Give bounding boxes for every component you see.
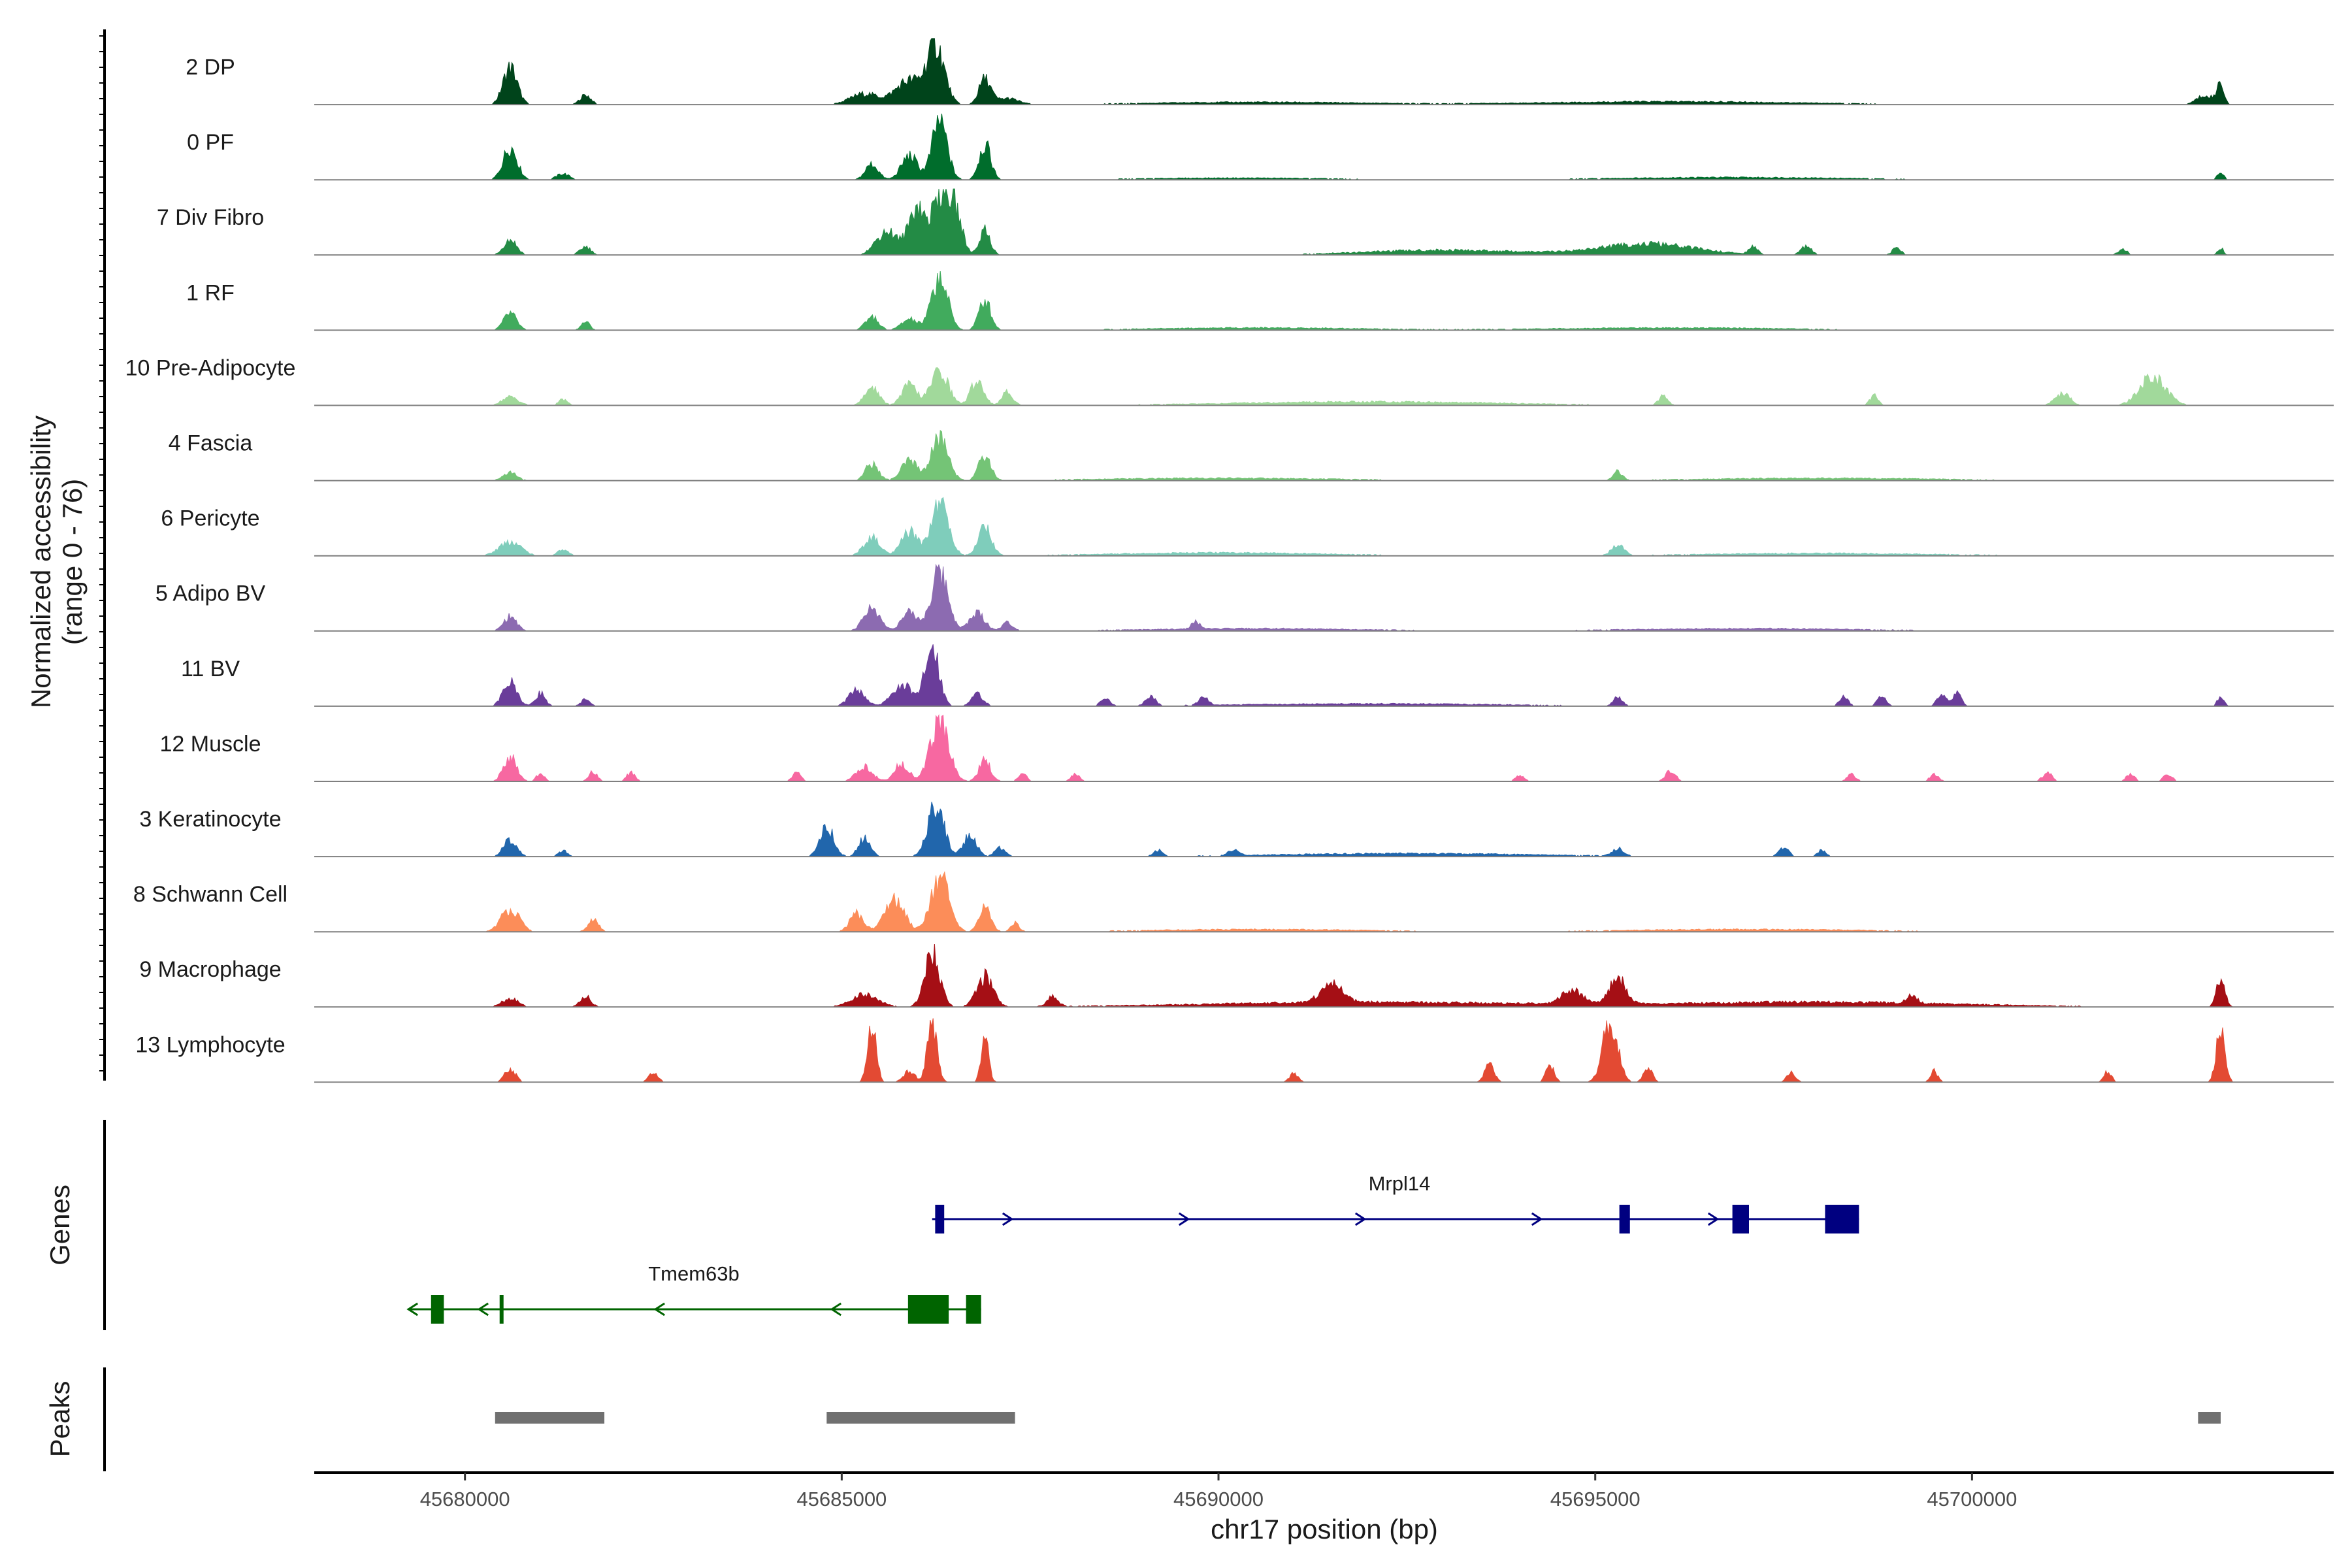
- x-tick-label: 45695000: [1550, 1488, 1641, 1511]
- gene-name: Tmem63b: [648, 1262, 740, 1285]
- track-5-adipo-bv: 5 Adipo BV: [155, 563, 2334, 632]
- track-7-div-fibro: 7 Div Fibro: [157, 188, 2334, 256]
- track-label: 7 Div Fibro: [157, 205, 264, 230]
- strand-arrow: [830, 1302, 841, 1316]
- track-label: 0 PF: [187, 130, 234, 155]
- gene-mrpl14: Mrpl14: [932, 1172, 1859, 1233]
- exon: [1732, 1205, 1749, 1233]
- exon: [966, 1295, 981, 1324]
- track-label: 2 DP: [186, 55, 235, 80]
- accessibility-area: [314, 113, 2334, 180]
- gene-annotations: Mrpl14 Tmem63b: [406, 1172, 1859, 1324]
- track-3-keratinocyte: 3 Keratinocyte: [139, 802, 2334, 858]
- peak-regions: [495, 1412, 2221, 1424]
- exon: [1619, 1205, 1630, 1233]
- strand-arrow: [477, 1302, 489, 1316]
- accessibility-area: [314, 367, 2334, 406]
- track-12-muscle: 12 Muscle: [160, 713, 2334, 782]
- peak-region: [826, 1412, 1015, 1424]
- track-label: 12 Muscle: [160, 732, 261, 757]
- exon: [907, 1295, 949, 1324]
- track-1-rf: 1 RF: [186, 271, 2334, 331]
- accessibility-area: [314, 563, 2334, 632]
- accessibility-area: [314, 429, 2334, 482]
- x-axis-ticks: 45680000 45685000 45690000 45695000 45700000: [420, 1473, 2017, 1511]
- accessibility-area: [314, 271, 2334, 331]
- strand-arrow: [1531, 1212, 1543, 1226]
- accessibility-area: [314, 943, 2334, 1007]
- exon: [1825, 1205, 1859, 1233]
- track-label: 10 Pre-Adipocyte: [125, 355, 296, 380]
- track-label: 11 BV: [181, 657, 240, 681]
- accessibility-area: [314, 497, 2334, 557]
- accessibility-area: [314, 802, 2334, 857]
- genes-section-label: Genes: [44, 1184, 75, 1266]
- accessibility-tracks: 2 DP 0 PF 7 Div Fibro 1 RF 10 Pre-Adipocyte 4…: [125, 38, 2334, 1083]
- track-0-pf: 0 PF: [187, 113, 2334, 181]
- peak-region: [2198, 1412, 2221, 1424]
- exon: [935, 1205, 945, 1233]
- x-tick-label: 45700000: [1927, 1488, 2017, 1511]
- exon: [431, 1295, 444, 1324]
- track-6-pericyte: 6 Pericyte: [161, 497, 2334, 557]
- gene-name: Mrpl14: [1369, 1172, 1431, 1195]
- x-axis-label: chr17 position (bp): [1211, 1514, 1438, 1544]
- track-label: 8 Schwann Cell: [133, 882, 287, 907]
- track-8-schwann-cell: 8 Schwann Cell: [133, 871, 2334, 933]
- track-label: 3 Keratinocyte: [139, 807, 281, 832]
- track-label: 13 Lymphocyte: [135, 1032, 285, 1057]
- y-axis: [99, 29, 106, 1081]
- accessibility-area: [314, 713, 2334, 782]
- track-2-dp: 2 DP: [186, 38, 2334, 106]
- strand-arrow: [1354, 1212, 1367, 1226]
- track-13-lymphocyte: 13 Lymphocyte: [135, 1018, 2334, 1083]
- track-10-pre-adipocyte: 10 Pre-Adipocyte: [125, 355, 2334, 406]
- track-9-macrophage: 9 Macrophage: [139, 943, 2334, 1008]
- accessibility-area: [314, 38, 2334, 105]
- x-tick-label: 45685000: [796, 1488, 887, 1511]
- track-label: 6 Pericyte: [161, 506, 259, 531]
- track-11-bv: 11 BV: [181, 644, 2334, 707]
- peaks-section-label: Peaks: [44, 1381, 75, 1458]
- exon: [499, 1295, 504, 1324]
- strand-arrow: [1707, 1212, 1720, 1226]
- gene-tmem63b: Tmem63b: [406, 1262, 981, 1324]
- strand-arrow: [1178, 1212, 1190, 1226]
- x-tick-label: 45680000: [420, 1488, 510, 1511]
- track-4-fascia: 4 Fascia: [169, 429, 2334, 482]
- accessibility-area: [314, 644, 2334, 707]
- strand-arrow: [653, 1302, 665, 1316]
- x-tick-label: 45690000: [1173, 1488, 1264, 1511]
- track-label: 1 RF: [186, 280, 235, 305]
- peak-region: [495, 1412, 605, 1424]
- accessibility-area: [314, 1018, 2334, 1083]
- strand-arrow: [406, 1302, 418, 1316]
- accessibility-area: [314, 188, 2334, 255]
- y-axis-label-line2: (range 0 - 76): [57, 479, 88, 645]
- track-label: 5 Adipo BV: [155, 581, 266, 606]
- strand-arrow: [1002, 1212, 1014, 1226]
- track-label: 9 Macrophage: [139, 957, 281, 982]
- track-label: 4 Fascia: [169, 431, 253, 456]
- accessibility-area: [314, 871, 2334, 932]
- y-axis-label-line1: Normalized accessibility: [25, 416, 56, 708]
